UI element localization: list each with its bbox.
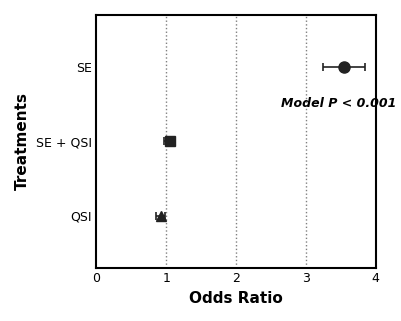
Y-axis label: Treatments: Treatments — [15, 92, 30, 190]
Text: Model P < 0.001: Model P < 0.001 — [282, 97, 397, 110]
X-axis label: Odds Ratio: Odds Ratio — [189, 291, 283, 306]
